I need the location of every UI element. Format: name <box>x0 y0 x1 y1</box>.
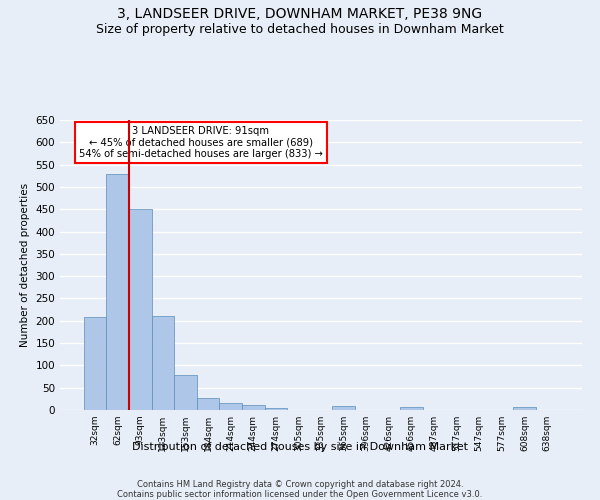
Text: 3, LANDSEER DRIVE, DOWNHAM MARKET, PE38 9NG: 3, LANDSEER DRIVE, DOWNHAM MARKET, PE38 … <box>118 8 482 22</box>
Bar <box>106 174 129 410</box>
Bar <box>265 408 287 410</box>
Bar <box>242 404 265 410</box>
Bar <box>174 375 197 410</box>
Bar <box>152 316 174 410</box>
Bar <box>129 209 152 410</box>
Bar <box>513 408 536 410</box>
Bar <box>220 404 242 410</box>
Text: Distribution of detached houses by size in Downham Market: Distribution of detached houses by size … <box>132 442 468 452</box>
Bar <box>197 398 220 410</box>
Bar <box>84 317 106 410</box>
Bar <box>400 408 422 410</box>
Text: 3 LANDSEER DRIVE: 91sqm
← 45% of detached houses are smaller (689)
54% of semi-d: 3 LANDSEER DRIVE: 91sqm ← 45% of detache… <box>79 126 323 159</box>
Bar <box>332 406 355 410</box>
Text: Contains HM Land Registry data © Crown copyright and database right 2024.
Contai: Contains HM Land Registry data © Crown c… <box>118 480 482 500</box>
Text: Size of property relative to detached houses in Downham Market: Size of property relative to detached ho… <box>96 22 504 36</box>
Y-axis label: Number of detached properties: Number of detached properties <box>20 183 30 347</box>
